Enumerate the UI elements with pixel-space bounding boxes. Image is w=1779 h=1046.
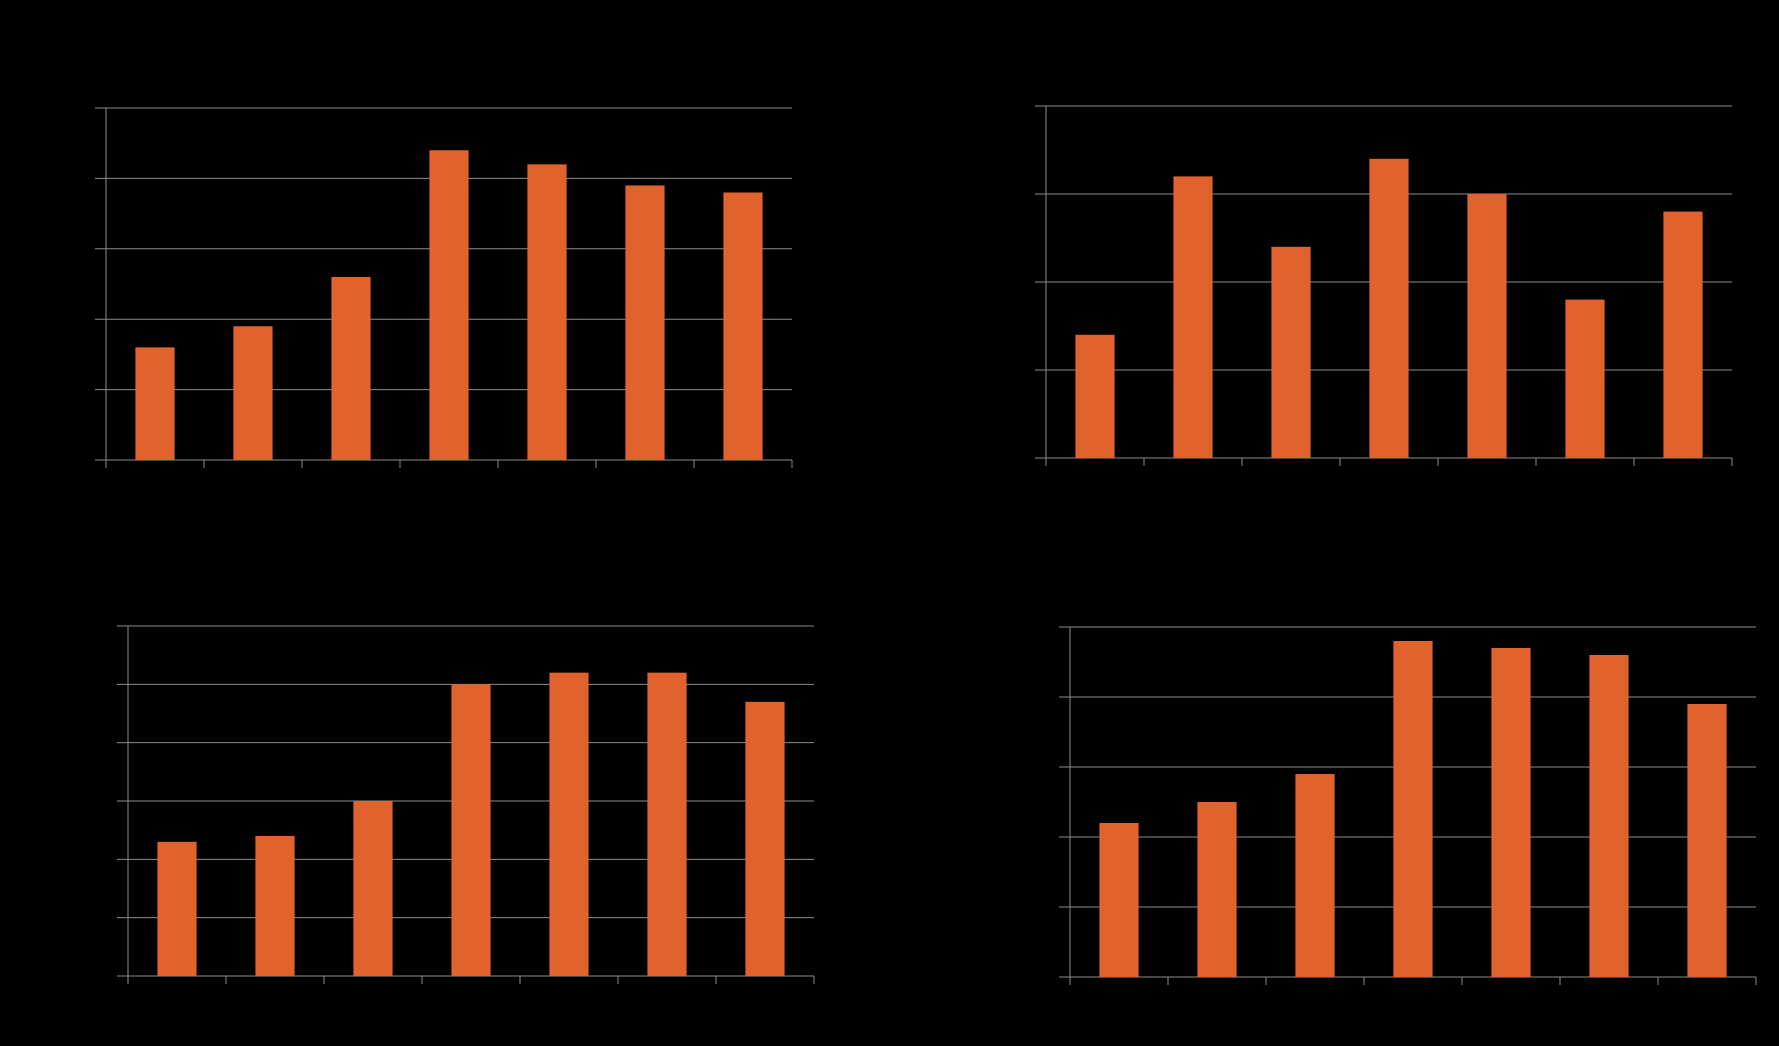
bar xyxy=(1589,655,1629,977)
bar xyxy=(1099,823,1139,977)
bar xyxy=(1491,648,1531,977)
bar xyxy=(353,801,393,976)
bar xyxy=(723,192,763,461)
bar xyxy=(1663,211,1703,458)
bar xyxy=(1565,299,1605,458)
bar xyxy=(625,185,665,460)
bar xyxy=(1687,704,1727,977)
bar xyxy=(647,672,687,976)
bar xyxy=(1271,246,1311,458)
bar xyxy=(1369,158,1409,459)
bar xyxy=(527,164,567,460)
bar xyxy=(1173,176,1213,458)
bar xyxy=(1467,194,1507,458)
chart-top-left xyxy=(95,107,793,468)
bar xyxy=(233,326,273,460)
bar xyxy=(549,672,589,976)
bar xyxy=(157,841,197,976)
bar xyxy=(1393,641,1433,977)
bar xyxy=(745,701,785,976)
bar xyxy=(1075,334,1115,458)
bar xyxy=(429,150,469,461)
bar xyxy=(331,276,371,460)
bar xyxy=(1295,774,1335,977)
chart-top-right xyxy=(1035,105,1733,466)
chart-bottom-left xyxy=(117,625,815,984)
bar xyxy=(255,836,295,976)
bar xyxy=(135,347,175,460)
bar xyxy=(1197,802,1237,977)
bar xyxy=(451,684,491,976)
chart-bottom-right xyxy=(1059,626,1757,985)
